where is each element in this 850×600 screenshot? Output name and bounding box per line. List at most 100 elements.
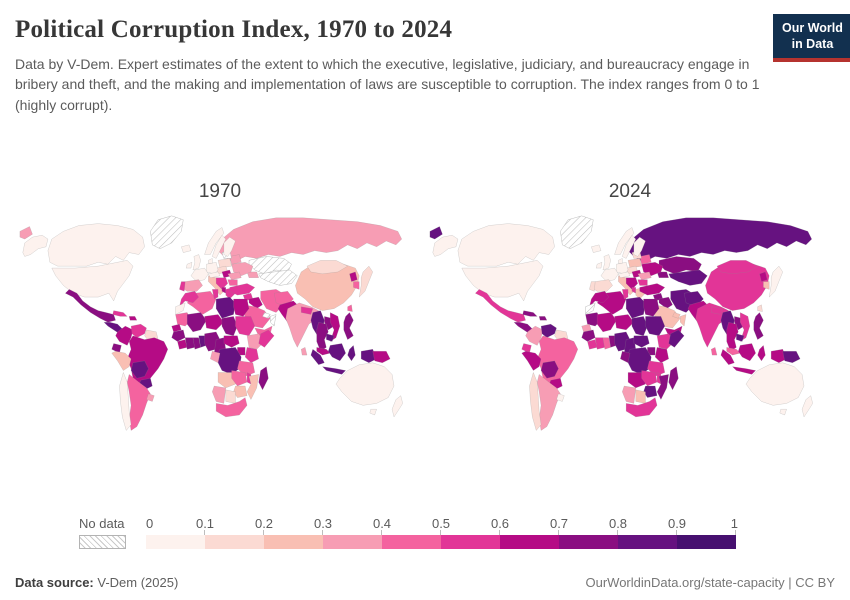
country-chad[interactable] bbox=[221, 316, 238, 336]
no-data-swatch[interactable] bbox=[79, 534, 126, 549]
country-nz[interactable] bbox=[391, 395, 403, 418]
country-guinea[interactable] bbox=[171, 329, 186, 342]
country-greenland[interactable] bbox=[150, 215, 184, 249]
country-drc[interactable] bbox=[625, 346, 652, 375]
country-yugoslavia[interactable] bbox=[625, 277, 638, 290]
country-madagascar[interactable] bbox=[258, 366, 269, 390]
country-tunisia[interactable] bbox=[212, 288, 219, 300]
country-uk[interactable] bbox=[602, 254, 611, 271]
country-mali[interactable] bbox=[596, 312, 617, 332]
country-iceland[interactable] bbox=[591, 244, 602, 253]
country-sudan[interactable] bbox=[645, 316, 666, 336]
country-angola[interactable] bbox=[217, 372, 236, 389]
country-namibia[interactable] bbox=[212, 385, 227, 404]
scale-segment[interactable] bbox=[382, 534, 441, 549]
country-zimbabwe[interactable] bbox=[233, 385, 248, 398]
country-belarus[interactable] bbox=[229, 254, 242, 265]
country-zambia[interactable] bbox=[641, 370, 658, 387]
country-southafrica[interactable] bbox=[625, 397, 658, 418]
country-somalia[interactable] bbox=[258, 329, 275, 348]
country-mali[interactable] bbox=[186, 312, 207, 332]
country-cambodia[interactable] bbox=[326, 333, 335, 342]
country-zambia[interactable] bbox=[231, 370, 248, 387]
country-centralasia[interactable] bbox=[258, 269, 298, 286]
country-chad[interactable] bbox=[631, 316, 648, 336]
country-denmark[interactable] bbox=[618, 258, 623, 264]
country-philippines[interactable] bbox=[343, 312, 354, 340]
country-denmark[interactable] bbox=[208, 258, 213, 264]
country-russia[interactable] bbox=[429, 226, 443, 240]
country-usa[interactable] bbox=[461, 259, 544, 302]
country-caucasus[interactable] bbox=[246, 271, 259, 278]
scale-segment[interactable] bbox=[146, 534, 205, 549]
country-norway[interactable] bbox=[204, 227, 225, 255]
country-congogabon[interactable] bbox=[210, 350, 221, 363]
country-mongolia[interactable] bbox=[716, 259, 758, 274]
country-cambodia[interactable] bbox=[736, 333, 745, 342]
country-canada[interactable] bbox=[457, 223, 555, 267]
country-indonesia[interactable] bbox=[360, 348, 377, 363]
country-uk[interactable] bbox=[192, 254, 201, 271]
country-nkorea[interactable] bbox=[759, 271, 768, 282]
country-nepal[interactable] bbox=[300, 306, 314, 315]
country-somalia[interactable] bbox=[668, 329, 685, 348]
country-nz[interactable] bbox=[801, 395, 813, 418]
country-thailand[interactable] bbox=[726, 321, 739, 352]
country-germany[interactable] bbox=[206, 261, 219, 274]
world-map-2024[interactable] bbox=[425, 212, 835, 444]
country-taiwan[interactable] bbox=[347, 304, 353, 312]
country-canada[interactable] bbox=[47, 223, 145, 267]
country-belarus[interactable] bbox=[639, 254, 652, 265]
country-namibia[interactable] bbox=[622, 385, 637, 404]
country-centam[interactable] bbox=[103, 321, 124, 334]
scale-segment[interactable] bbox=[559, 534, 618, 549]
scale-segment[interactable] bbox=[500, 534, 559, 549]
country-botswana[interactable] bbox=[635, 389, 646, 404]
country-australia[interactable] bbox=[745, 362, 805, 406]
country-morocco[interactable] bbox=[179, 290, 199, 307]
country-peru[interactable] bbox=[111, 350, 132, 371]
country-indonesia[interactable] bbox=[732, 366, 756, 375]
country-mexico[interactable] bbox=[65, 288, 116, 323]
country-bolivia[interactable] bbox=[130, 360, 149, 379]
country-japan[interactable] bbox=[358, 265, 373, 298]
country-kenya[interactable] bbox=[654, 346, 669, 363]
country-botswana[interactable] bbox=[225, 389, 236, 404]
country-usa[interactable] bbox=[22, 234, 49, 257]
country-austria[interactable] bbox=[618, 271, 631, 278]
country-poland[interactable] bbox=[217, 258, 232, 269]
country-png[interactable] bbox=[782, 350, 801, 363]
country-uruguay[interactable] bbox=[556, 393, 565, 402]
country-indonesia[interactable] bbox=[347, 345, 356, 361]
country-bulgaria[interactable] bbox=[227, 279, 238, 286]
country-iraq[interactable] bbox=[248, 296, 263, 309]
country-france[interactable] bbox=[190, 267, 209, 282]
country-ireland[interactable] bbox=[185, 261, 193, 269]
scale-segment[interactable] bbox=[323, 534, 382, 549]
country-australia[interactable] bbox=[779, 408, 787, 416]
country-indonesia[interactable] bbox=[328, 343, 346, 361]
country-chile[interactable] bbox=[119, 372, 132, 431]
country-turkey[interactable] bbox=[229, 283, 256, 296]
country-hispaniola[interactable] bbox=[128, 316, 138, 321]
country-russia[interactable] bbox=[217, 217, 402, 261]
country-indonesia[interactable] bbox=[770, 348, 787, 363]
country-angola[interactable] bbox=[627, 372, 646, 389]
country-drc[interactable] bbox=[215, 346, 242, 375]
country-usa[interactable] bbox=[51, 259, 134, 302]
country-car[interactable] bbox=[223, 335, 240, 348]
country-romania[interactable] bbox=[227, 271, 242, 280]
country-turkey[interactable] bbox=[639, 283, 666, 296]
footer-attribution[interactable]: OurWorldinData.org/state-capacity | CC B… bbox=[585, 574, 835, 590]
country-poland[interactable] bbox=[627, 258, 642, 269]
country-yugoslavia[interactable] bbox=[215, 277, 228, 290]
country-morocco[interactable] bbox=[589, 290, 609, 307]
country-indonesia[interactable] bbox=[310, 348, 325, 365]
country-senegal[interactable] bbox=[581, 323, 592, 332]
country-malaysia[interactable] bbox=[316, 346, 331, 356]
country-indonesia[interactable] bbox=[757, 345, 766, 361]
country-japan[interactable] bbox=[768, 265, 783, 298]
country-sweden[interactable] bbox=[212, 234, 227, 259]
country-skorea[interactable] bbox=[353, 281, 360, 290]
country-niger[interactable] bbox=[204, 314, 225, 331]
